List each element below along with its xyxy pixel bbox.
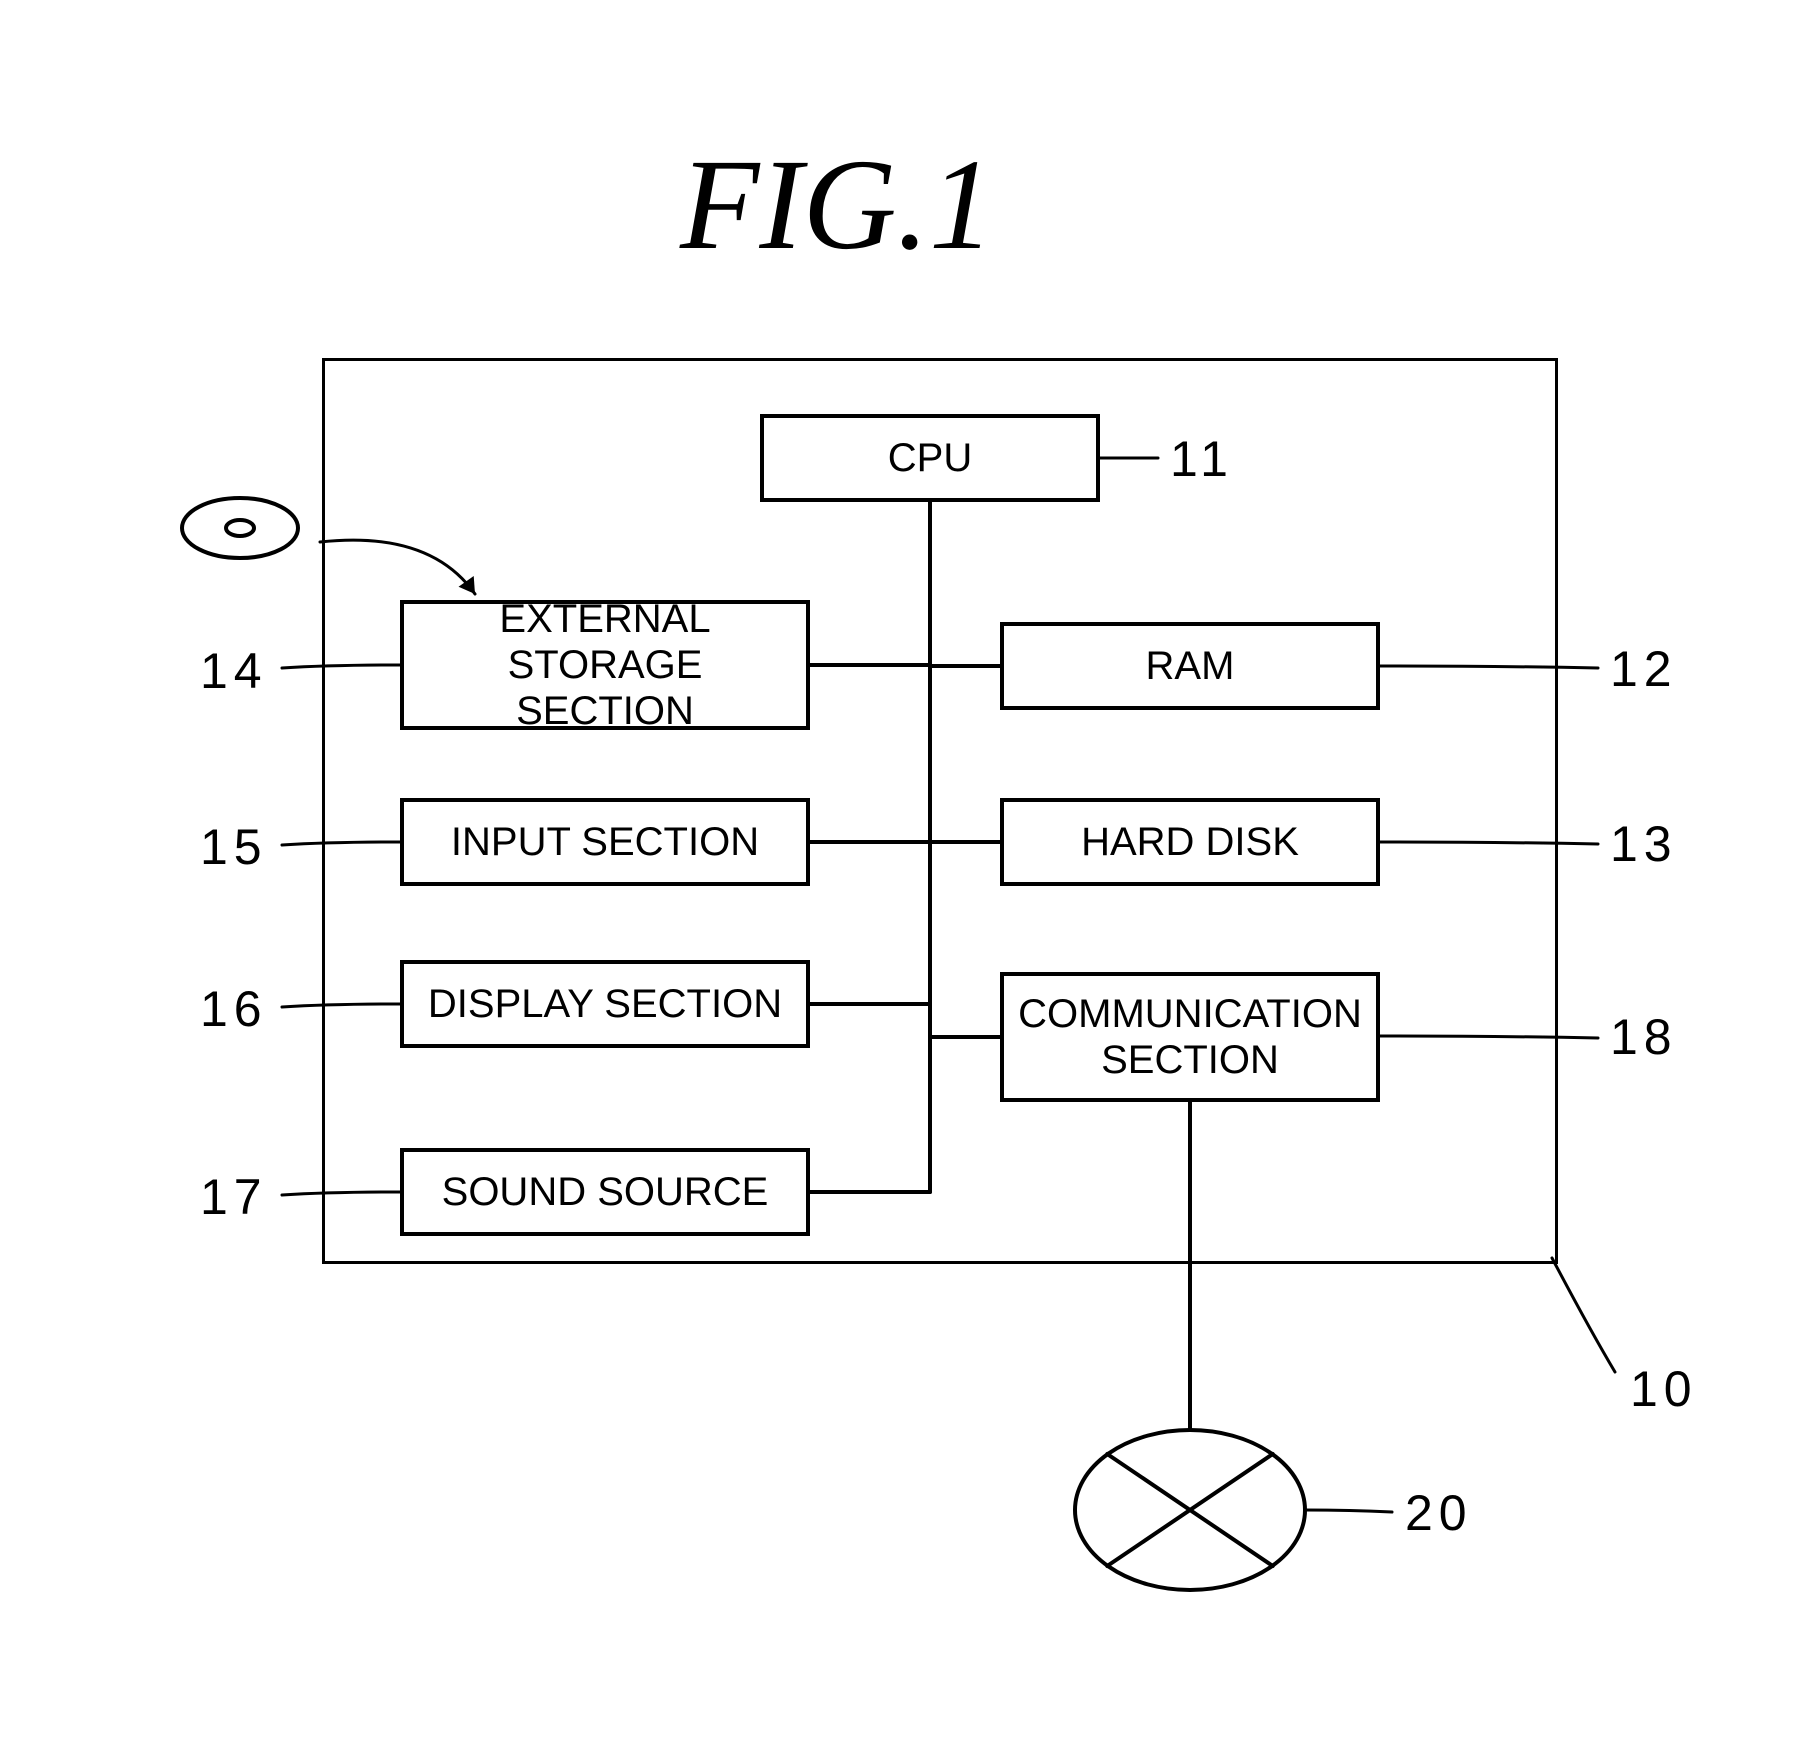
external-storage-block: EXTERNAL STORAGE SECTION [400,600,810,730]
input-section-block: INPUT SECTION [400,798,810,886]
ref-12: 12 [1610,640,1678,698]
display-section-block: DISPLAY SECTION [400,960,810,1048]
ref-18: 18 [1610,1008,1678,1066]
communication-block: COMMUNICATION SECTION [1000,972,1380,1102]
ref-16: 16 [200,980,268,1038]
ref-14: 14 [200,642,268,700]
figure-title: FIG.1 [680,130,994,280]
sound-source-block: SOUND SOURCE [400,1148,810,1236]
ram-block: RAM [1000,622,1380,710]
ref-15: 15 [200,818,268,876]
ref-10: 10 [1630,1360,1698,1418]
ref-11: 11 [1170,430,1234,488]
ref-13: 13 [1610,815,1678,873]
diagram-stage: FIG.1 CPU EXTERNAL STORAGE SECTION RAM I… [0,0,1808,1762]
ref-17: 17 [200,1168,268,1226]
hard-disk-block: HARD DISK [1000,798,1380,886]
cpu-block: CPU [760,414,1100,502]
ref-20: 20 [1405,1484,1473,1542]
